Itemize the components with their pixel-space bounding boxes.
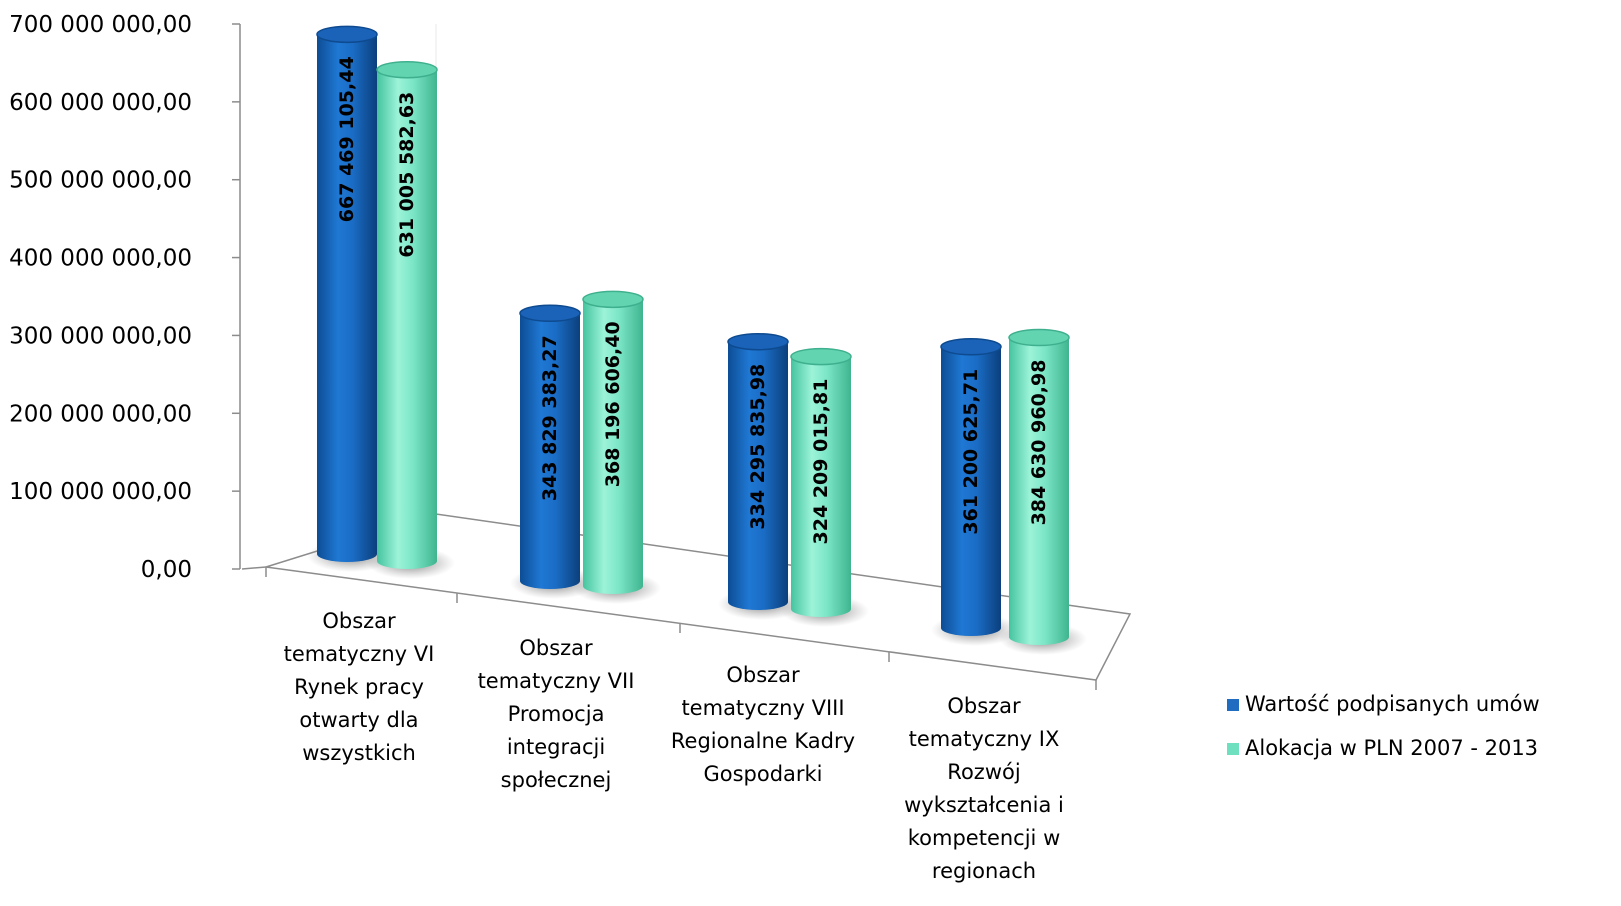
axes: 0,00 100 000 000,00 200 000 000,00 300 000 …	[9, 12, 241, 583]
bar-wartosc	[317, 34, 377, 562]
bar-top-cap	[1008, 328, 1070, 347]
y-tick-label: 100 000 000,00	[9, 479, 192, 505]
category-labels: Obszar tematyczny VI Rynek pracy otwarty dl…	[284, 609, 1064, 883]
bar-top-cap	[316, 25, 378, 44]
data-label: 343 829 383,27	[539, 335, 561, 501]
bar-top-cap	[790, 347, 852, 366]
data-label: 384 630 960,98	[1028, 360, 1050, 526]
category-label: Obszar tematyczny IX Rozwój wykształcenia i…	[904, 694, 1064, 883]
bars	[307, 25, 1087, 655]
y-tick-label: 600 000 000,00	[9, 90, 192, 116]
bar-wartosc	[728, 341, 788, 610]
bar-wartosc	[520, 313, 580, 589]
bar-alokacja	[377, 69, 437, 570]
legend-swatch	[1227, 699, 1239, 711]
bar-top-cap	[940, 338, 1002, 356]
data-label: 631 005 582,63	[396, 92, 418, 258]
data-labels: 667 469 105,44 343 829 383,27 334 295 835,…	[336, 56, 1050, 544]
data-label: 667 469 105,44	[336, 56, 358, 222]
data-label: 361 200 625,71	[960, 369, 982, 535]
data-label: 368 196 606,40	[602, 321, 624, 487]
bar-alokacja	[583, 299, 643, 594]
bar-top-cap	[582, 290, 644, 309]
y-tick-label: 0,00	[141, 557, 192, 583]
bar-top-cap	[376, 60, 438, 79]
floor-edge	[241, 566, 267, 570]
category-label: Obszar tematyczny VIII Regionalne Kadry Gos…	[671, 663, 855, 786]
category-label: Obszar tematyczny VII Promocja integracji sp…	[478, 636, 635, 792]
data-label: 334 295 835,98	[747, 364, 769, 530]
data-label: 324 209 015,81	[810, 379, 832, 545]
legend-label: Alokacja w PLN 2007 - 2013	[1245, 736, 1538, 760]
bar-alokacja	[791, 356, 851, 617]
y-tick-label: 500 000 000,00	[9, 168, 192, 194]
bar-wartosc	[941, 346, 1001, 636]
y-tick-label: 400 000 000,00	[9, 246, 192, 272]
category-label: Obszar tematyczny VI Rynek pracy otwarty dl…	[284, 609, 435, 765]
legend: Wartość podpisanych umów Alokacja w PLN 2…	[1227, 692, 1540, 760]
bar-top-cap	[727, 332, 789, 351]
bar-top-cap	[519, 304, 581, 323]
legend-swatch	[1227, 743, 1239, 755]
y-tick-label: 700 000 000,00	[9, 12, 192, 38]
legend-label: Wartość podpisanych umów	[1245, 692, 1540, 716]
bar-alokacja	[1009, 337, 1069, 645]
y-tick-label: 200 000 000,00	[9, 401, 192, 427]
y-tick-label: 300 000 000,00	[9, 323, 192, 349]
